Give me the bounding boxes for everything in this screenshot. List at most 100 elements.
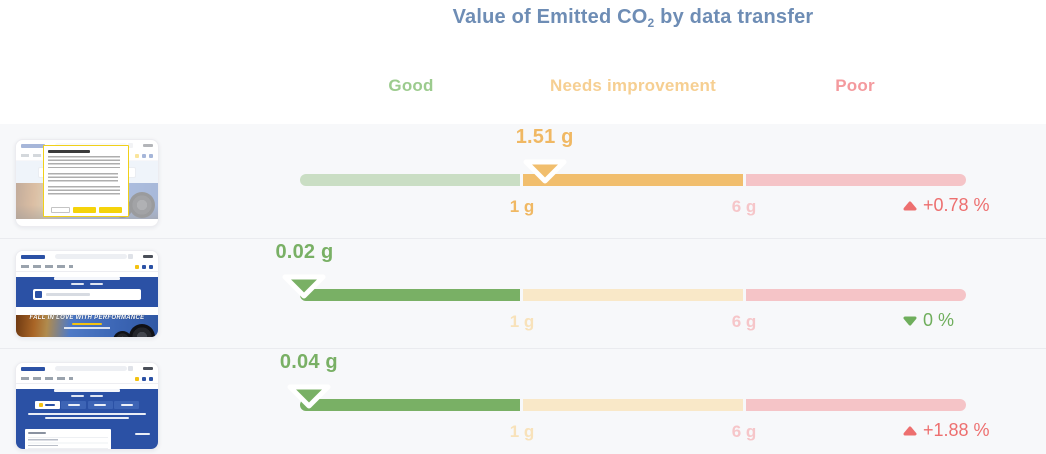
gauge-segment-needs-improvement	[523, 399, 743, 411]
cookie-dialog-text	[48, 156, 121, 170]
tab-2[interactable]	[61, 401, 87, 409]
co2-value-label: 1.51 g	[515, 126, 574, 148]
co2-value-label: 0.02 g	[275, 241, 334, 263]
cart-icon	[135, 264, 139, 269]
thumb-menu-button	[143, 367, 153, 370]
hero-subline-2	[64, 327, 110, 329]
account-icon	[142, 153, 146, 158]
thumb-links-placeholder	[16, 283, 158, 285]
cookie-settings-button[interactable]	[72, 207, 96, 213]
value-marker-icon	[282, 274, 326, 299]
gauge-bar	[300, 174, 966, 186]
page-row-3: 0.04 g 1 g 6 g +1.88 %	[0, 348, 1046, 454]
cookie-dialog-title	[48, 150, 90, 153]
account-icon	[142, 264, 146, 269]
trend-indicator: 0 %	[903, 310, 954, 331]
cookie-dialog-text	[48, 173, 118, 183]
account-icon	[142, 376, 146, 381]
panel-list-rows	[28, 437, 108, 449]
tire-image	[129, 192, 155, 218]
trend-indicator: +0.78 %	[903, 195, 990, 216]
thumb-nav-links	[21, 265, 73, 268]
thumb-links-placeholder	[16, 395, 158, 397]
michelin-logo	[21, 254, 45, 259]
dealer-icon	[149, 153, 153, 158]
gauge-segment-needs-improvement	[523, 174, 743, 186]
page-row-2: FALL IN LOVE WITH PERFORMANCE 0.02 g 1 g…	[0, 238, 1046, 349]
thumb-paragraph-placeholder	[45, 417, 129, 419]
thumb-tab-bar	[16, 401, 158, 409]
thumb-search-section	[16, 277, 158, 307]
thumb-nav-bar	[16, 374, 158, 384]
panel-heading-placeholder	[28, 432, 46, 434]
cookie-decline-button[interactable]	[50, 207, 70, 213]
value-marker-icon	[523, 159, 567, 184]
dealer-icon	[149, 264, 153, 269]
thumb-side-note	[135, 433, 150, 435]
tab-4[interactable]	[114, 401, 140, 409]
thumb-nav-bar	[16, 262, 158, 272]
thumb-hero-banner: FALL IN LOVE WITH PERFORMANCE	[16, 315, 158, 337]
gauge-segment-good	[300, 399, 520, 411]
thumb-site-header	[16, 363, 158, 374]
gauge-segment-good	[300, 174, 520, 186]
michelin-logo	[21, 143, 45, 148]
tab-active[interactable]	[34, 401, 60, 409]
cookie-dialog-buttons	[48, 207, 124, 213]
thumb-menu-button	[143, 255, 153, 258]
page-row-1: 1.51 g 1 g 6 g +0.78 %	[0, 124, 1046, 238]
threshold-label-1g: 1 g	[509, 312, 535, 331]
threshold-label-1g: 1 g	[509, 422, 535, 441]
page-thumbnail-results-list[interactable]	[15, 362, 159, 450]
thumb-heading-placeholder	[54, 389, 120, 392]
gauge-bar	[300, 289, 966, 301]
title-subscript: 2	[647, 16, 655, 30]
search-placeholder-bar	[46, 293, 90, 296]
zone-label-good: Good	[388, 76, 434, 95]
cookie-accept-button[interactable]	[98, 207, 122, 213]
cookie-consent-dialog	[43, 145, 129, 217]
thumb-menu-button	[143, 144, 153, 147]
page-thumbnail-homepage[interactable]: FALL IN LOVE WITH PERFORMANCE	[15, 250, 159, 338]
title-text: Value of Emitted CO	[452, 6, 648, 28]
threshold-label-6g: 6 g	[731, 422, 757, 441]
tab-icon	[39, 403, 44, 407]
cookie-dialog-text	[48, 186, 121, 197]
thumb-search-bar	[55, 254, 133, 259]
gauge-segment-poor	[746, 399, 966, 411]
co2-gauge: 0.04 g 1 g 6 g +1.88 %	[280, 349, 990, 454]
threshold-label-6g: 6 g	[731, 197, 757, 216]
co2-gauge: 0.02 g 1 g 6 g 0 %	[275, 239, 966, 349]
zone-label-poor: Poor	[835, 76, 875, 95]
trend-up-icon	[903, 201, 917, 210]
dealer-icon	[149, 376, 153, 381]
tab-3[interactable]	[87, 401, 113, 409]
threshold-label-6g: 6 g	[731, 312, 757, 331]
tire-image	[113, 331, 132, 337]
hero-headline: FALL IN LOVE WITH PERFORMANCE	[29, 315, 145, 321]
trend-down-icon	[903, 316, 917, 325]
trend-indicator: +1.88 %	[903, 420, 990, 441]
thumb-results-panel	[25, 429, 111, 449]
gauge-segment-needs-improvement	[523, 289, 743, 301]
thumb-nav-icons	[135, 153, 153, 158]
value-marker-icon	[287, 384, 331, 409]
thumb-results-section	[16, 389, 158, 449]
title-text-tail: by data transfer	[654, 6, 814, 28]
cart-icon	[135, 153, 139, 158]
thumb-tire-search-box	[33, 289, 141, 300]
thumb-nav-icons	[135, 264, 153, 269]
page-title: Value of Emitted CO2 by data transfer	[300, 6, 966, 30]
tire-image	[129, 324, 155, 337]
tire-icon	[35, 291, 42, 298]
page-thumbnail-cookie-consent[interactable]	[15, 139, 159, 227]
michelin-logo	[21, 366, 45, 371]
cart-icon	[135, 376, 139, 381]
thumb-search-bar	[55, 366, 133, 371]
gauge-bar	[300, 399, 966, 411]
co2-value-label: 0.04 g	[279, 351, 338, 373]
threshold-label-1g: 1 g	[509, 197, 535, 216]
co2-gauge: 1.51 g 1 g 6 g +0.78 %	[300, 124, 990, 238]
hero-subline	[72, 323, 102, 325]
